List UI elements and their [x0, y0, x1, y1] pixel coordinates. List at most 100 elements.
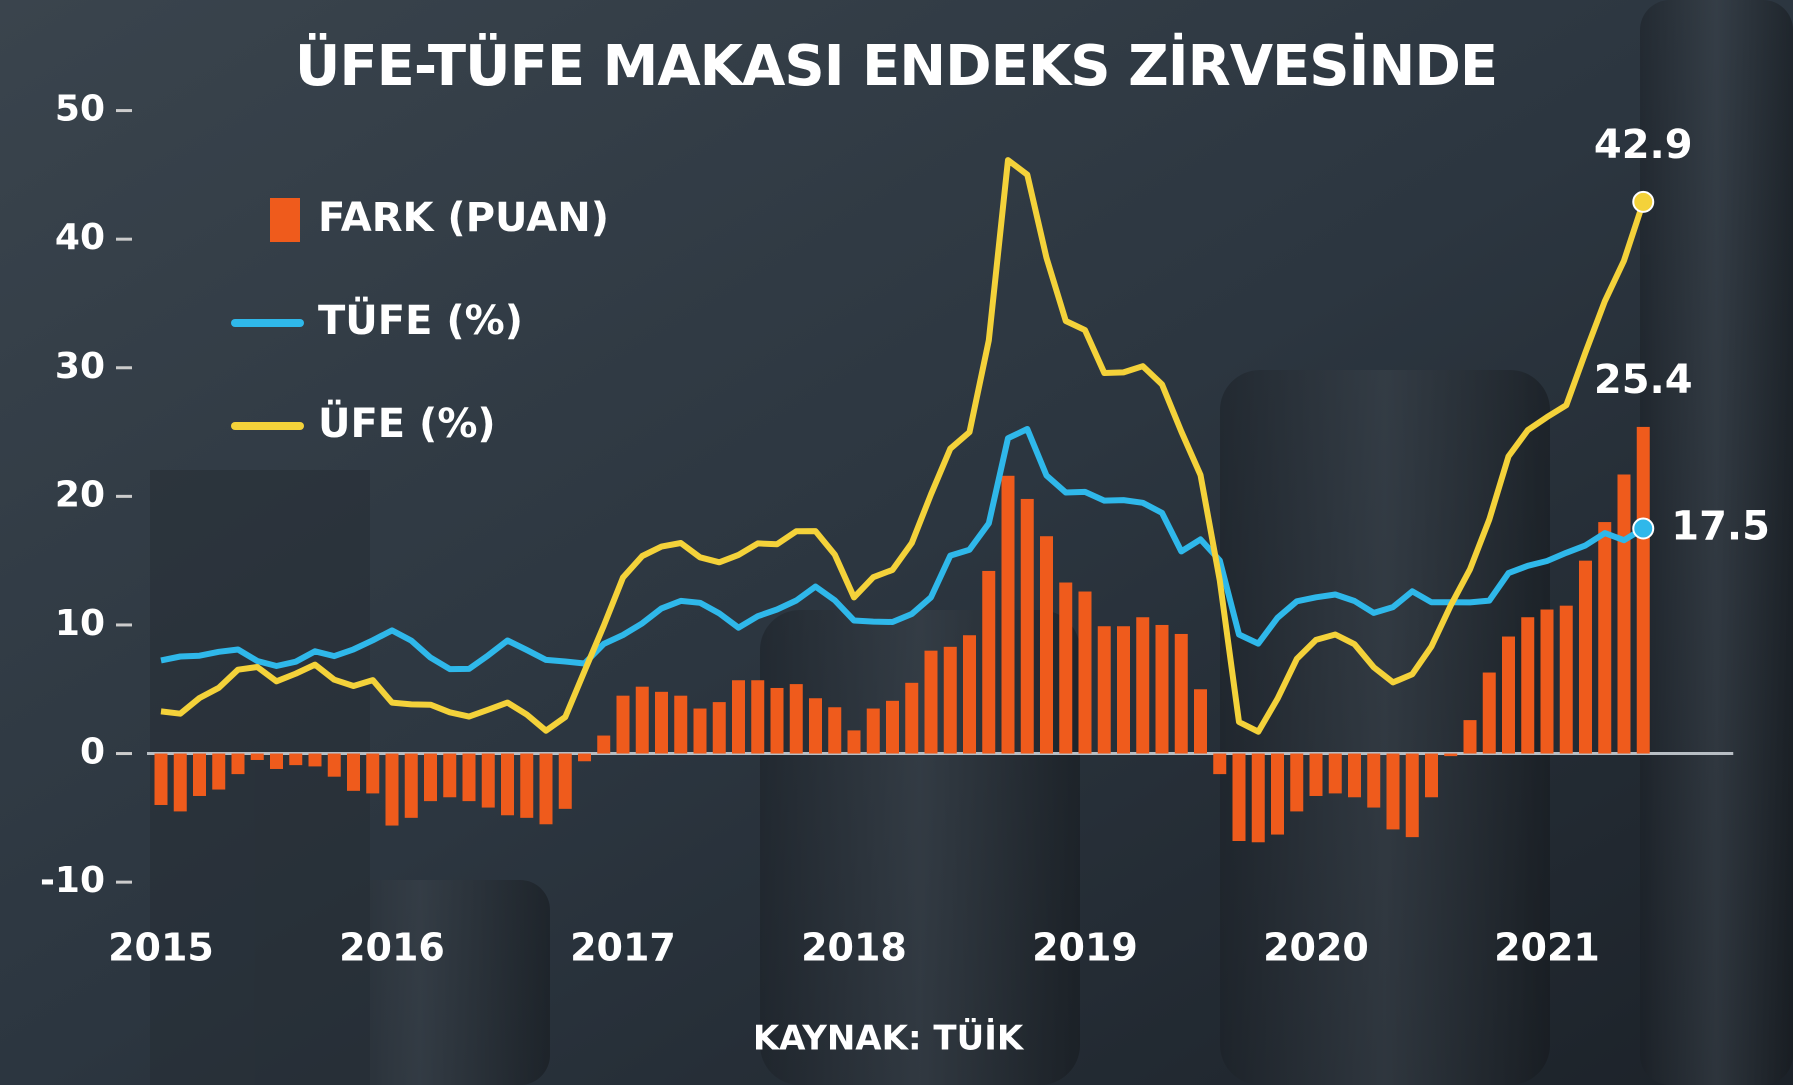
bar [308, 753, 322, 767]
bar [1482, 672, 1496, 754]
bar [732, 680, 745, 754]
bar [789, 684, 803, 754]
bar [1136, 617, 1150, 754]
bar [1502, 636, 1515, 754]
bar [1348, 753, 1361, 798]
bar [1579, 560, 1592, 754]
bar [1367, 753, 1381, 808]
x-tick-label: 2020 [1263, 926, 1369, 970]
bar [1617, 474, 1631, 754]
bar [289, 753, 303, 766]
y-tick-label: 30 [55, 346, 105, 387]
x-tick-label: 2015 [108, 926, 214, 970]
bar [1020, 498, 1034, 754]
bar [770, 687, 784, 754]
bar [712, 702, 726, 754]
bar [1251, 753, 1265, 843]
legend-swatch [270, 198, 300, 242]
bar [1059, 582, 1073, 754]
bar [1598, 522, 1612, 754]
bar [828, 707, 842, 754]
y-tick-label: 0 [80, 732, 105, 773]
source-note: KAYNAK: TÜİK [753, 1018, 1025, 1059]
bar [1174, 633, 1188, 754]
bar [212, 753, 226, 790]
bar [1271, 753, 1284, 835]
bar [154, 753, 168, 805]
x-tick-label: 2017 [570, 926, 676, 970]
bar [385, 753, 399, 826]
data-label: 17.5 [1671, 504, 1770, 550]
bar [366, 753, 380, 794]
bar [924, 650, 938, 754]
bar [1386, 753, 1400, 830]
bar [982, 570, 996, 754]
legend-label: ÜFE (%) [318, 399, 496, 447]
bar [1521, 617, 1535, 754]
bar [655, 691, 668, 754]
bar [751, 680, 765, 754]
legend-label: TÜFE (%) [318, 296, 523, 344]
bar [520, 753, 534, 818]
bar [886, 700, 899, 754]
bar [866, 708, 880, 754]
bar [424, 753, 437, 802]
bar [1444, 753, 1458, 757]
bar [443, 753, 457, 798]
bar [501, 753, 514, 816]
bar [462, 753, 476, 802]
bar [963, 635, 976, 754]
bar [347, 753, 360, 791]
y-tick-label: -10 [40, 860, 105, 901]
x-tick-label: 2021 [1494, 926, 1600, 970]
bar [597, 735, 611, 754]
x-tick-label: 2016 [339, 926, 445, 970]
chart-title: ÜFE-TÜFE MAKASI ENDEKS ZİRVESİNDE [295, 34, 1497, 99]
bar [1001, 475, 1015, 754]
y-tick-label: 10 [55, 603, 105, 644]
bar [1040, 536, 1053, 754]
bar [404, 753, 418, 818]
bar [270, 753, 283, 769]
bar [1540, 609, 1554, 754]
bar [943, 646, 957, 754]
y-tick-label: 40 [55, 217, 105, 258]
line [160, 426, 1645, 673]
bar [231, 753, 245, 775]
bar [558, 753, 572, 809]
y-tick-label: 20 [55, 474, 105, 515]
bar [1290, 753, 1304, 812]
bar [173, 753, 187, 812]
bar [674, 695, 688, 754]
line [160, 157, 1647, 735]
bar [481, 753, 495, 808]
bar [1309, 753, 1323, 796]
bar [1463, 720, 1477, 754]
x-tick-label: 2018 [801, 926, 907, 970]
end-point [1632, 190, 1655, 213]
bar [1328, 753, 1342, 794]
bar [250, 753, 264, 760]
bar [327, 753, 341, 777]
bar [1425, 753, 1438, 798]
data-label: 42.9 [1594, 122, 1693, 168]
bar [693, 708, 707, 754]
data-label: 25.4 [1594, 357, 1693, 403]
legend-label: FARK (PUAN) [318, 195, 609, 241]
bar [1559, 605, 1573, 754]
bar [1155, 624, 1169, 754]
bar [1097, 626, 1111, 754]
bar [1194, 689, 1207, 754]
bar [1232, 753, 1246, 841]
y-tick-label: 50 [55, 89, 105, 130]
bar [1636, 426, 1650, 754]
bar [635, 686, 649, 754]
bar [1117, 626, 1130, 754]
bar [1213, 753, 1227, 775]
x-tick-label: 2019 [1032, 926, 1138, 970]
bar [809, 698, 822, 754]
bar [578, 753, 591, 762]
bar [905, 682, 919, 754]
